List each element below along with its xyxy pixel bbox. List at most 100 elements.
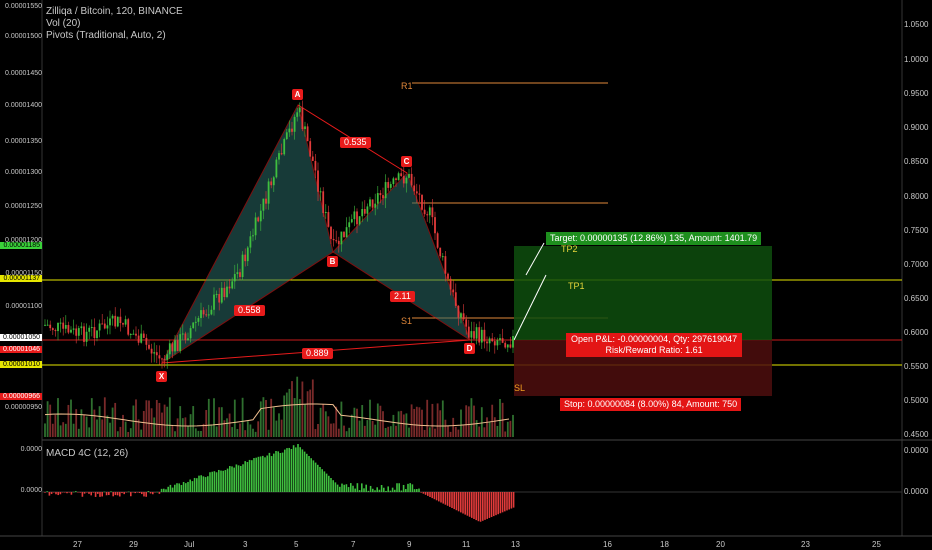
price-candle [361,209,364,217]
left-axis-tick: 0.00001150 [5,270,42,277]
macd-histogram-bar [385,490,387,492]
volume-bar [174,431,176,437]
macd-histogram-bar [391,487,394,492]
macd-histogram-bar [55,492,57,495]
price-candle [272,177,275,186]
tp1-label: TP1 [568,281,585,291]
volume-bar [122,414,124,437]
macd-histogram-bar [77,492,79,493]
price-candle [155,352,158,356]
ratio-abc-label: 0.535 [340,137,371,148]
volume-bar [158,402,161,437]
macd-indicator-label[interactable]: MACD 4C (12, 26) [46,448,129,459]
price-candle [83,326,85,342]
target-zone [514,246,772,340]
macd-histogram-bar [154,492,156,493]
volume-bar [306,391,309,437]
symbol-title[interactable]: Zilliqa / Bitcoin, 120, BINANCE [46,6,183,17]
volume-bar [207,398,210,437]
volume-bar [135,399,137,437]
price-candle [348,222,351,228]
macd-histogram-bar [167,486,169,492]
price-candle [80,326,83,329]
volume-bar [322,404,325,437]
macd-histogram-bar [209,472,211,492]
macd-histogram-bar [152,492,154,495]
volume-bar [215,426,218,437]
macd-histogram-bar [147,491,150,492]
volume-bar [150,408,153,437]
price-candle [447,273,449,279]
target-info-box[interactable]: Target: 0.00000135 (12.86%) 135, Amount:… [546,232,762,245]
macd-histogram-bar [446,492,449,506]
volume-bar [387,426,390,437]
volume-bar [436,403,439,437]
price-candle [499,338,501,341]
macd-histogram-bar [508,492,510,510]
macd-histogram-bar [413,489,416,492]
volume-bar [410,404,413,437]
price-candle [218,294,221,303]
volume-bar [166,406,169,437]
macd-histogram-bar [229,466,231,492]
volume-indicator-label[interactable]: Vol (20) [46,18,81,29]
pivot-r1-label: R1 [401,81,413,91]
macd-histogram-bar [235,464,238,492]
price-candle [491,338,494,342]
right-axis-tick: 0.5500 [904,362,929,371]
macd-histogram-bar [407,483,409,492]
macd-histogram-bar [169,484,172,492]
volume-bar [228,413,231,437]
macd-histogram-bar [178,483,180,492]
tp1-arrow [513,274,547,341]
macd-histogram-bar [323,471,326,492]
price-candle [371,199,374,208]
stop-info-box[interactable]: Stop: 0.00000084 (8.00%) 84, Amount: 750 [560,398,742,411]
price-candle [259,210,262,222]
price-candle [324,212,327,214]
volume-bar [470,398,473,437]
macd-histogram-bar [127,491,130,493]
macd-histogram-bar [112,492,114,497]
volume-bar [80,409,83,437]
volume-bar [465,405,468,437]
price-candle [150,348,153,354]
volume-bar [129,428,132,437]
volume-bar [319,407,322,437]
right-axis-tick: 1.0500 [904,20,929,29]
macd-histogram-bar [398,483,400,492]
price-candle [309,141,312,157]
pivots-indicator-label[interactable]: Pivots (Traditional, Auto, 2) [46,30,166,41]
price-candle [283,139,286,155]
macd-histogram-bar [420,492,422,493]
volume-bar [119,426,122,437]
macd-histogram-bar [50,492,53,494]
macd-histogram-bar [504,492,506,512]
macd-histogram-bar [321,469,323,492]
volume-bar [46,401,49,437]
price-candle [428,207,431,216]
right-axis-tick: 0.5000 [904,396,929,405]
price-candle [46,324,49,326]
price-candle [223,287,226,298]
price-candle [384,182,387,199]
volume-bar [374,424,377,437]
price-candle [340,231,343,245]
volume-bar [90,398,93,437]
price-candle [421,194,423,210]
price-candle [127,319,130,335]
macd-histogram-bar [455,492,458,511]
volume-bar [93,409,96,437]
macd-histogram-bar [149,492,152,494]
macd-histogram-bar [314,462,317,492]
open-pnl-text: Open P&L: -0.00000004, Qty: 297619047 [571,334,738,344]
macd-histogram-bar [83,492,86,494]
volume-bar [194,428,197,437]
open-pnl-box[interactable]: Open P&L: -0.00000004, Qty: 297619047 Ri… [566,333,743,357]
price-candle [62,322,65,329]
macd-histogram-bar [57,492,59,496]
macd-histogram-bar [191,481,194,492]
macd-histogram-bar [220,470,222,492]
price-candle [470,331,473,338]
